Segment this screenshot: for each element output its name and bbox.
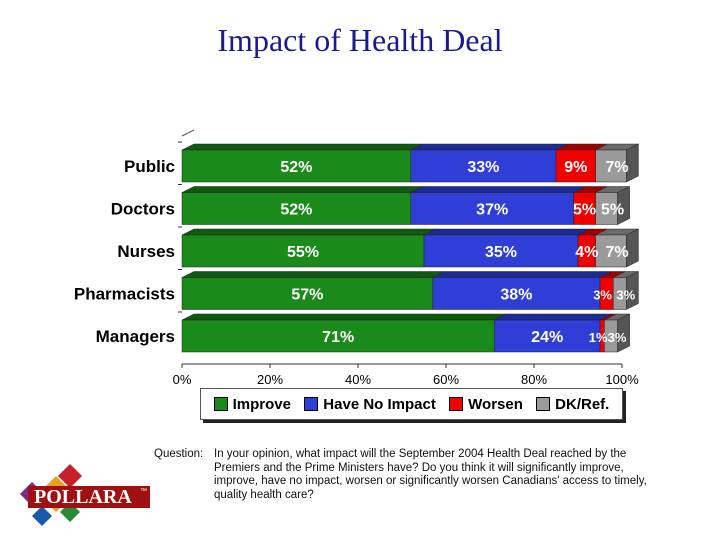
data-label-worsen: 3%	[593, 288, 612, 303]
category-label: Doctors	[111, 200, 175, 219]
bar-top-improve	[181, 143, 423, 151]
data-label-dk: 3%	[616, 288, 635, 303]
bar-dk	[595, 234, 627, 268]
bar-top-no-impact	[410, 143, 569, 151]
bar-side	[626, 228, 639, 268]
data-label-improve: 52%	[280, 159, 312, 176]
bar-improve	[181, 277, 434, 310]
data-label-dk: 3%	[608, 330, 627, 345]
bar-top-improve	[181, 271, 445, 278]
legend-item-dk: DK/Ref.	[536, 396, 609, 413]
bar-no-impact	[432, 277, 601, 310]
bar-no-impact	[410, 192, 574, 225]
bar-side	[626, 271, 639, 310]
category-label: Public	[124, 157, 175, 176]
data-label-no-impact: 24%	[531, 329, 563, 346]
data-label-no-impact: 33%	[467, 159, 499, 176]
chart-legend: Improve Have No Impact Worsen DK/Ref.	[200, 388, 623, 420]
bar-top-no-impact	[410, 186, 586, 193]
bar-side	[626, 143, 639, 183]
data-label-dk: 7%	[605, 159, 628, 176]
bar-worsen	[555, 149, 596, 183]
data-label-improve: 71%	[322, 329, 354, 346]
stacked-bar-chart: 52% 33% 9% 7% 52% 37% 5% 5% 55% 35% 4% 7% 57% 38% 3% 3%…	[74, 129, 639, 387]
bar-top-improve	[181, 313, 507, 321]
bar-top-no-impact	[494, 313, 613, 321]
legend-swatch-no-impact	[304, 397, 319, 411]
bar-improve	[181, 192, 412, 225]
bar-dk	[595, 149, 627, 183]
data-label-worsen: 5%	[573, 202, 596, 219]
legend-item-no-impact: Have No Impact	[304, 396, 436, 413]
x-tick-label: 100%	[605, 372, 639, 387]
legend-item-worsen: Worsen	[449, 396, 523, 413]
legend-swatch-improve	[213, 397, 228, 411]
x-tick-label: 0%	[173, 372, 192, 387]
bar-improve	[181, 149, 412, 183]
legend-swatch-dk	[536, 397, 551, 411]
category-label: Nurses	[117, 242, 175, 261]
legend-item-improve: Improve	[213, 395, 291, 413]
x-tick-label: 60%	[433, 372, 459, 387]
bar-side	[617, 186, 630, 225]
x-tick-label: 20%	[257, 372, 283, 387]
data-label-dk: 7%	[605, 244, 628, 261]
bar-top-no-impact	[423, 228, 591, 236]
logo-wordmark: POLLARA	[34, 486, 132, 508]
chart-title: Impact of Health Deal	[217, 22, 503, 58]
bar-top-no-impact	[432, 271, 613, 278]
x-tick-label: 40%	[345, 372, 371, 387]
data-label-no-impact: 35%	[485, 244, 517, 261]
data-label-improve: 57%	[291, 287, 323, 304]
legend-swatch-worsen	[449, 397, 464, 411]
category-label: Pharmacists	[74, 285, 175, 304]
data-label-no-impact: 38%	[500, 287, 532, 304]
bar-top-improve	[181, 228, 437, 236]
data-label-improve: 52%	[280, 202, 312, 219]
axis-back-edge	[181, 129, 195, 137]
x-tick-label: 80%	[521, 372, 547, 387]
data-label-improve: 55%	[287, 244, 319, 261]
logo-trademark: ™	[140, 488, 147, 495]
legend-label-improve: Improve	[232, 395, 291, 413]
data-label-worsen: 4%	[575, 244, 598, 261]
bar-improve	[181, 234, 425, 268]
bar-no-impact	[410, 149, 557, 183]
category-label: Managers	[96, 327, 175, 346]
data-label-worsen: 1%	[589, 330, 608, 345]
data-label-worsen: 9%	[564, 159, 587, 176]
bar-improve	[181, 319, 495, 353]
legend-label-no-impact: Have No Impact	[323, 395, 436, 413]
legend-label-worsen: Worsen	[468, 395, 523, 413]
question-text: In your opinion, what impact will the Se…	[214, 448, 647, 501]
bar-no-impact	[494, 319, 601, 353]
bar-side	[617, 313, 630, 353]
question-label: Question:	[154, 448, 204, 460]
bar-no-impact	[423, 234, 579, 268]
bar-top-improve	[181, 186, 423, 193]
data-label-no-impact: 37%	[476, 202, 508, 219]
pollara-logo: POLLARA ™	[20, 464, 150, 526]
data-label-dk: 5%	[601, 202, 624, 219]
legend-label-dk: DK/Ref.	[555, 395, 610, 413]
